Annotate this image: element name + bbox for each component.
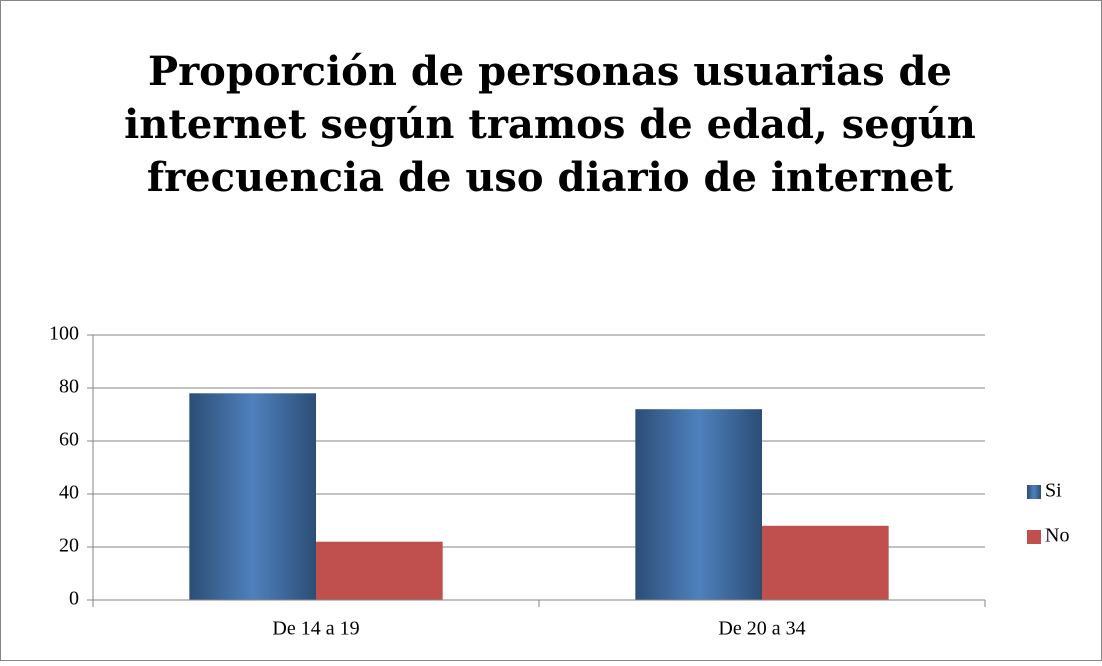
- legend-label: Si: [1045, 480, 1062, 502]
- x-tick-label: De 14 a 19: [272, 618, 359, 640]
- bar: [635, 409, 762, 600]
- chart-title: Proporción de personas usuarias de: [148, 48, 952, 95]
- legend-label: No: [1045, 525, 1069, 547]
- y-tick-label: 40: [59, 482, 79, 504]
- x-tick-label: De 20 a 34: [718, 618, 805, 640]
- y-tick-label: 0: [69, 588, 79, 610]
- bar: [189, 393, 316, 600]
- bar: [316, 541, 443, 600]
- legend-swatch: [1027, 485, 1041, 499]
- y-tick-label: 60: [59, 429, 79, 451]
- legend-swatch: [1027, 530, 1041, 544]
- y-tick-label: 20: [59, 535, 79, 557]
- y-tick-label: 100: [49, 323, 79, 345]
- chart-title: internet según tramos de edad, según: [124, 101, 976, 148]
- chart-title: frecuencia de uso diario de internet: [147, 154, 954, 201]
- y-tick-label: 80: [59, 376, 79, 398]
- bar: [762, 525, 889, 600]
